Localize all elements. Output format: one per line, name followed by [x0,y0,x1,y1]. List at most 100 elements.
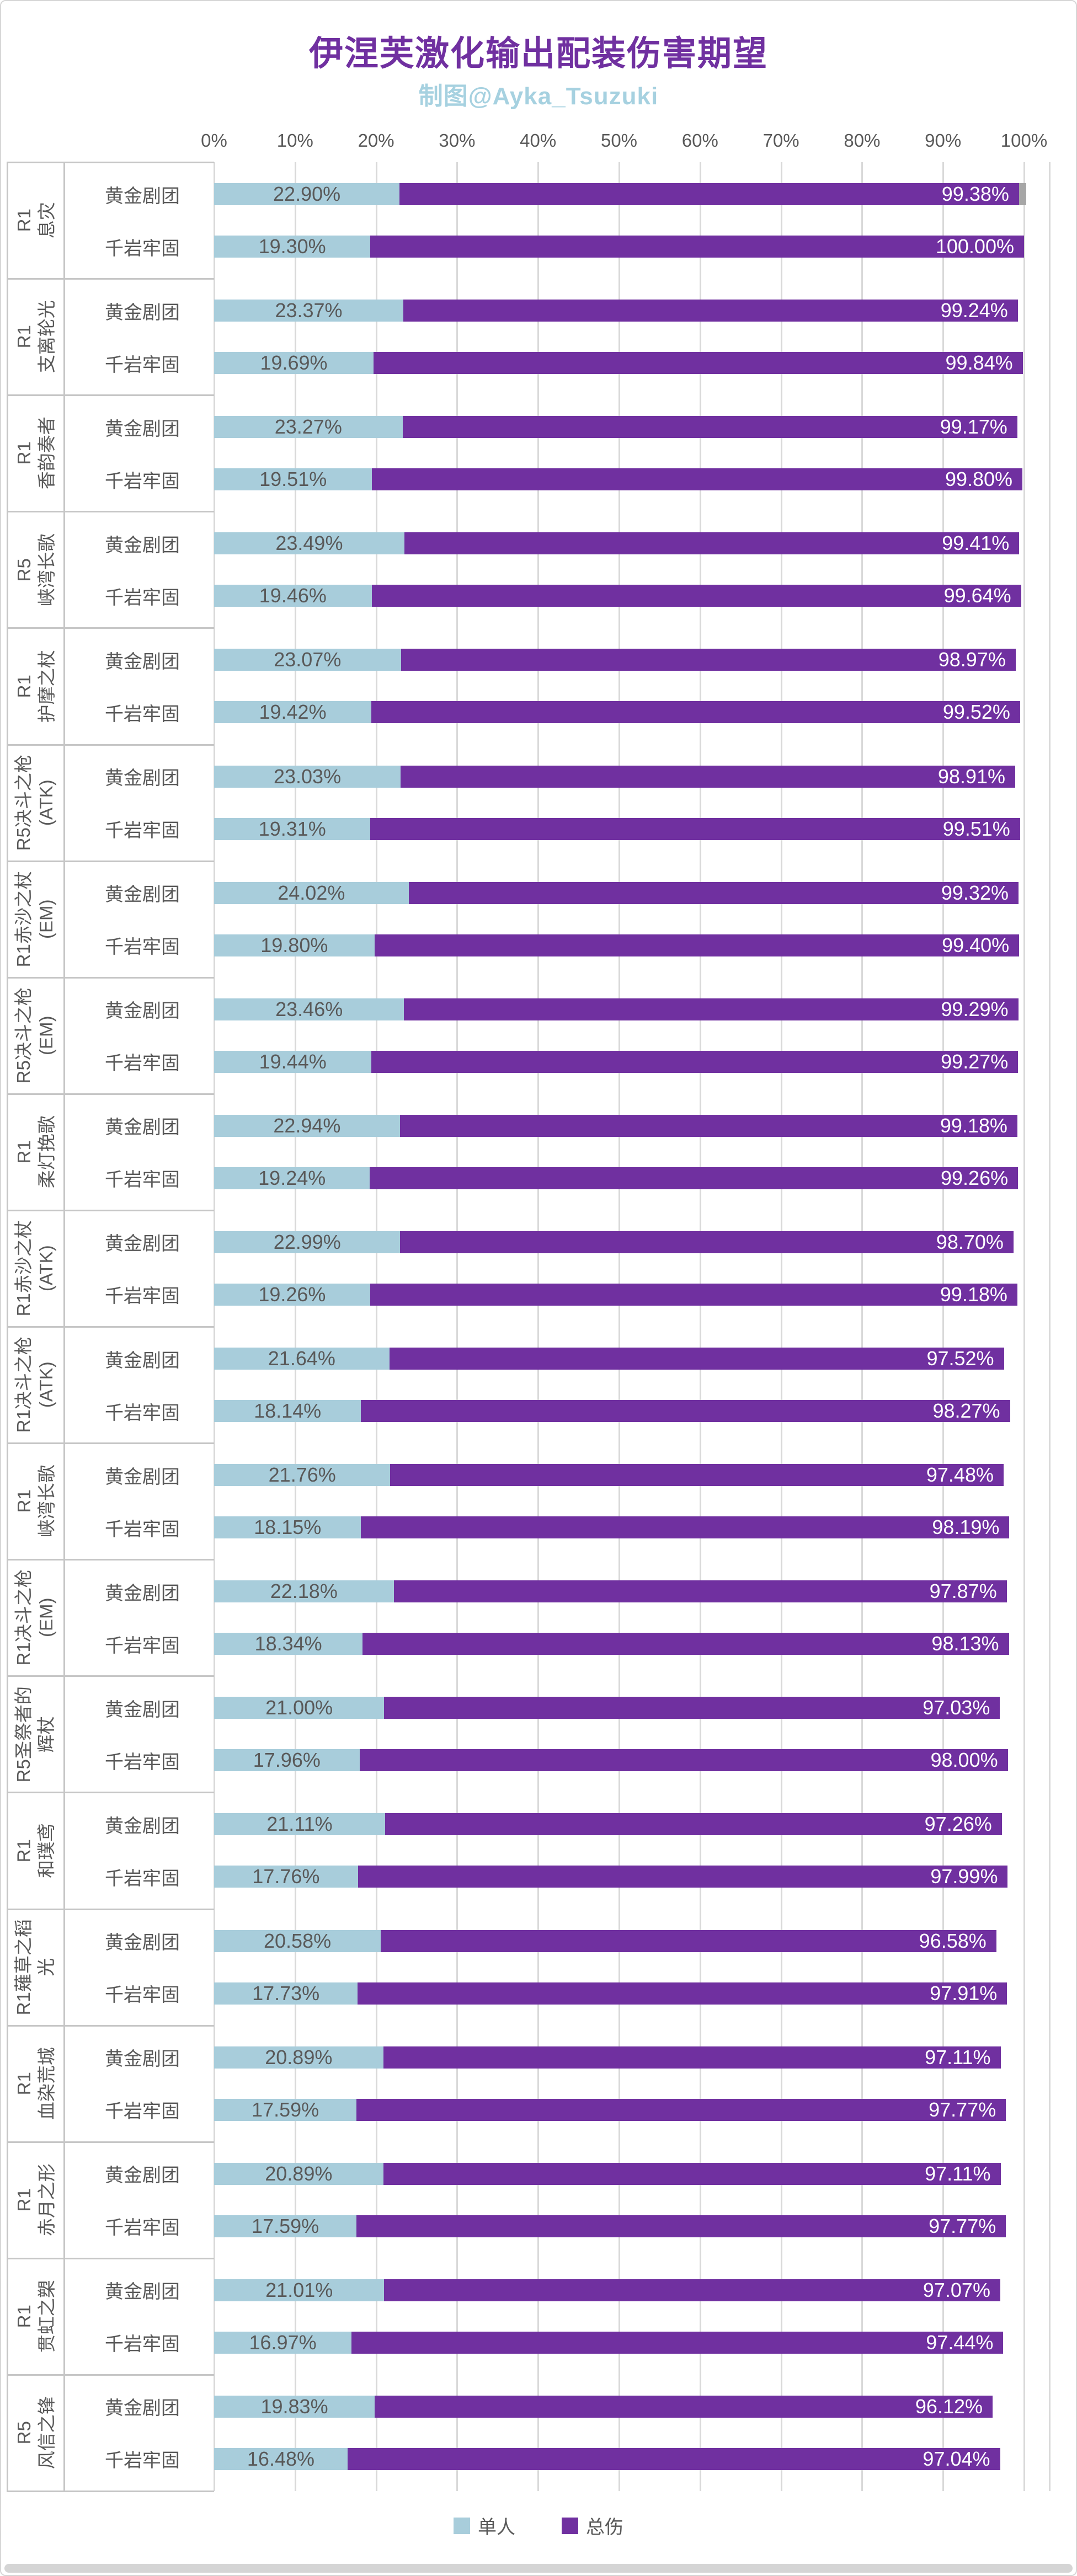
solo-value-label: 19.51% [259,468,327,491]
solo-value-label: 19.30% [258,235,326,258]
total-bar-segment [401,649,1016,671]
panel-group-separator [7,2374,214,2376]
solo-bar-segment [214,2098,357,2121]
x-axis-tick: 10% [276,130,313,151]
artifact-set-label: 黄金剧团 [105,884,180,906]
solo-value-label: 17.59% [252,2098,319,2121]
weapon-group-label: R1 香韵奏者 [13,416,57,490]
solo-bar-segment [214,1400,361,1422]
weapon-group-label: R1薙草之稻光 [13,1918,57,2016]
solo-bar-segment [214,765,401,788]
solo-value-label: 22.18% [270,1580,338,1603]
x-axis: 0% 10% 20% 30% 40% 50% 60% 70% 80% 90% 100% [1,130,1076,154]
category-panel: R1 息灾 黄金剧团 千岩牢固 R1 支离轮光 黄金剧团 千岩牢固 R1 香韵奏者 黄金剧团 千岩牢固… [7,162,214,2492]
weapon-group-label: R1 息灾 [13,202,57,239]
total-value-label: 99.24% [940,299,1008,322]
solo-bar-segment [214,1982,358,2005]
x-axis-tick: 70% [763,130,799,151]
artifact-set-label: 千岩牢固 [105,1985,180,2006]
weapon-group-label: R1 柔灯挽歌 [13,1115,57,1189]
solo-value-label: 18.34% [254,1632,322,1655]
solo-value-label: 16.97% [249,2331,317,2354]
artifact-set-label: 千岩牢固 [105,2334,180,2355]
weapon-group-label: R1决斗之枪 (ATK) [13,1337,57,1433]
total-bar-segment [361,1516,1010,1539]
total-value-label: 99.52% [942,701,1010,724]
total-value-label: 98.13% [931,1632,999,1655]
total-value-label: 99.40% [942,933,1010,956]
solo-bar-segment [214,300,404,322]
panel-group-separator [7,1093,214,1095]
solo-bar-segment [214,468,372,491]
bottom-scroll-strip[interactable] [4,2564,1073,2573]
solo-bar-segment [214,183,400,205]
solo-bar-segment [214,1697,385,1719]
solo-bar-segment [214,1283,370,1306]
solo-value-label: 19.69% [260,351,328,375]
solo-value-label: 20.89% [265,2162,333,2185]
total-value-label: 96.58% [919,1929,987,1952]
solo-bar-segment [214,2395,375,2418]
solo-bar-segment [214,1749,360,1772]
total-bar-segment [359,1749,1008,1772]
total-value-label: 98.70% [936,1230,1004,1253]
solo-bar-segment [214,585,372,607]
total-bar-segment [362,1633,1009,1655]
artifact-set-label: 千岩牢固 [105,1402,180,1424]
total-value-label: 97.07% [923,2278,990,2301]
weapon-group-label: R1 贯虹之槊 [13,2280,57,2353]
solo-bar-segment [214,881,409,904]
panel-group-separator [7,1326,214,1328]
solo-value-label: 18.15% [254,1516,322,1539]
total-value-label: 97.03% [923,1696,990,1719]
artifact-set-label: 黄金剧团 [105,2165,180,2187]
total-bar-segment [361,1400,1010,1422]
artifact-set-label: 千岩牢固 [105,1868,180,1889]
solo-bar-segment [214,1930,381,1952]
solo-bar-segment [214,1167,370,1189]
artifact-set-label: 千岩牢固 [105,238,180,259]
solo-value-label: 19.44% [259,1050,327,1073]
solo-value-label: 23.49% [275,532,343,555]
solo-value-label: 21.64% [268,1347,335,1370]
weapon-group-label: R1 峡湾长歌 [13,1465,57,1538]
solo-value-label: 19.80% [260,933,328,956]
artifact-set-label: 黄金剧团 [105,1117,180,1139]
solo-value-label: 21.76% [268,1463,336,1487]
total-bar-segment [374,352,1023,375]
solo-value-label: 23.37% [275,299,343,322]
solo-value-label: 19.46% [259,584,327,607]
solo-bar-segment [214,1464,391,1487]
artifact-set-label: 黄金剧团 [105,1466,180,1488]
x-axis-tick: 60% [681,130,718,151]
total-bar-segment [358,1866,1008,1888]
total-value-label: 99.84% [945,351,1013,375]
total-value-label: 97.52% [926,1347,994,1370]
solo-bar-segment [214,416,403,439]
gridline [375,162,377,2491]
weapon-group-label: R1赤沙之杖 (ATK) [13,1220,57,1317]
total-bar-segment [385,1813,1002,1836]
artifact-set-label: 千岩牢固 [105,820,180,841]
artifact-set-label: 千岩牢固 [105,937,180,958]
solo-bar-segment [214,1348,390,1370]
total-value-label: 99.18% [940,1114,1007,1137]
weapon-group-label: R5决斗之枪 (EM) [13,987,57,1084]
total-value-label: 97.87% [929,1580,997,1603]
artifact-set-label: 千岩牢固 [105,1635,180,1656]
artifact-set-label: 黄金剧团 [105,651,180,672]
artifact-set-label: 黄金剧团 [105,1350,180,1371]
weapon-group-label: R5 峡湾长歌 [13,533,57,606]
x-axis-tick: 80% [844,130,881,151]
total-value-label: 99.51% [942,817,1010,840]
panel-group-separator [7,278,214,280]
solo-value-label: 23.07% [274,648,342,671]
total-value-label: 97.04% [923,2447,990,2470]
total-swatch-icon [562,2517,578,2534]
x-axis-tick: 0% [201,130,227,151]
solo-bar-segment [214,2046,383,2069]
panel-group-separator [7,2024,214,2027]
panel-group-separator [7,2491,214,2492]
artifact-set-label: 千岩牢固 [105,1053,180,1075]
solo-bar-segment [214,2447,348,2470]
